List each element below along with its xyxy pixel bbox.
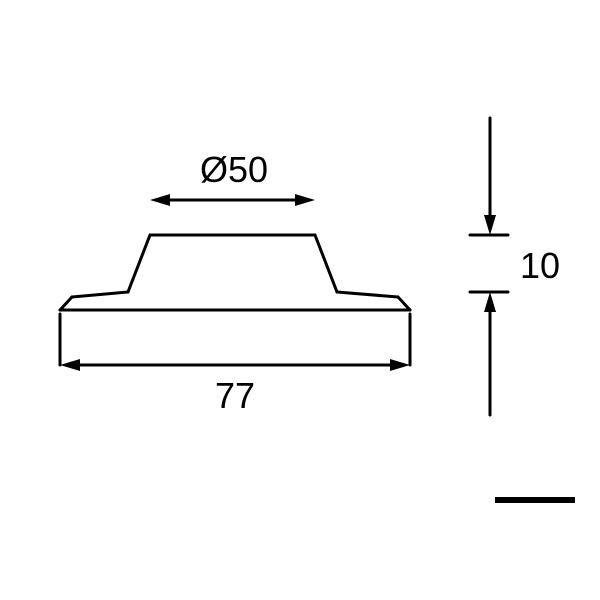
arrowhead bbox=[150, 194, 170, 206]
arrowhead bbox=[484, 215, 496, 235]
part-bevel-right bbox=[315, 235, 337, 292]
part-bevel-left bbox=[128, 235, 150, 292]
dim-height-label: 10 bbox=[520, 245, 560, 286]
arrowhead bbox=[295, 194, 315, 206]
part-brim-end-right bbox=[398, 297, 410, 310]
arrowhead bbox=[60, 359, 80, 371]
part-brim-end-left bbox=[60, 297, 72, 310]
part-brim-top-left bbox=[72, 292, 128, 297]
arrowhead bbox=[390, 359, 410, 371]
dimension-drawing: Ø50 77 10 bbox=[0, 0, 600, 600]
part-brim-top-right bbox=[337, 292, 398, 297]
dim-top-label: Ø50 bbox=[200, 149, 268, 190]
dim-bottom-label: 77 bbox=[215, 375, 255, 416]
arrowhead bbox=[484, 292, 496, 312]
